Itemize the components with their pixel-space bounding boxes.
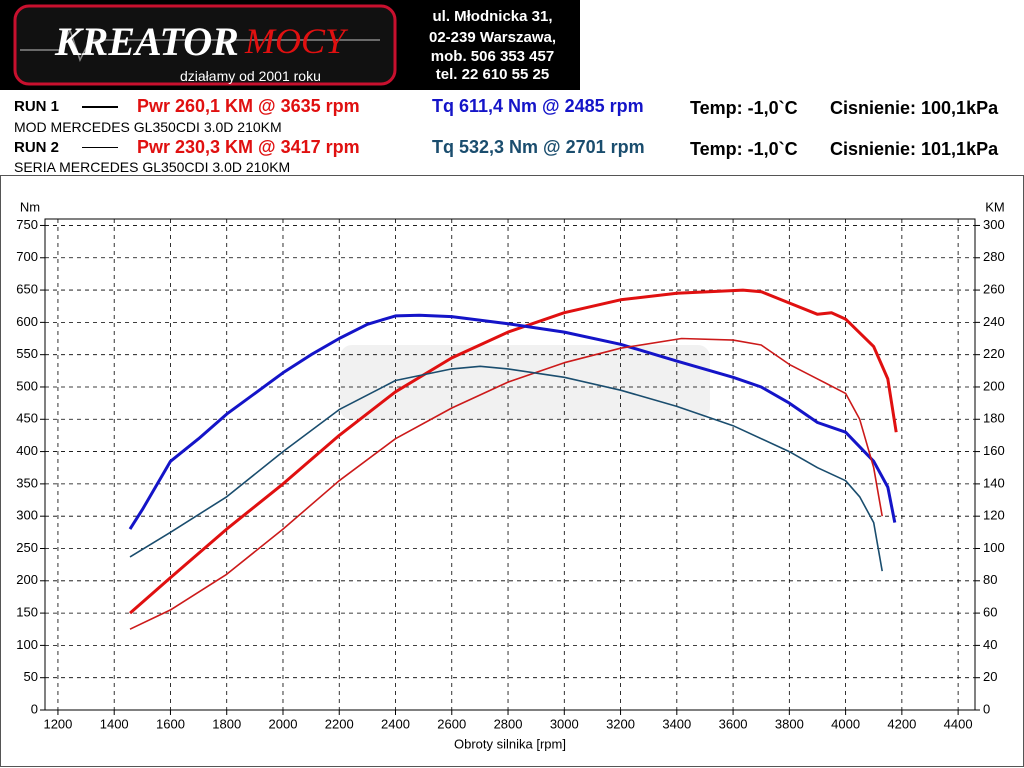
y2-tick-label: 0 bbox=[983, 701, 990, 716]
run-label: RUN 2 bbox=[14, 139, 60, 156]
y2-tick-label: 180 bbox=[983, 411, 1005, 426]
y-tick-label: 100 bbox=[16, 637, 38, 652]
address: tel. 22 610 55 25 bbox=[435, 66, 550, 83]
logo-frame bbox=[13, 4, 397, 86]
x-tick-label: 2200 bbox=[325, 716, 354, 731]
y2-tick-label: 140 bbox=[983, 475, 1005, 490]
x-tick-label: 2000 bbox=[269, 716, 298, 731]
y2-tick-label: 280 bbox=[983, 249, 1005, 264]
run-vehicle: MOD MERCEDES GL350CDI 3.0D 210KM bbox=[14, 119, 282, 135]
y-tick-label: 400 bbox=[16, 443, 38, 458]
x-tick-label: 3400 bbox=[662, 716, 691, 731]
y-tick-label: 450 bbox=[16, 411, 38, 426]
y2-tick-label: 120 bbox=[983, 508, 1005, 523]
y2-tick-label: 20 bbox=[983, 669, 997, 684]
y-tick-label: 600 bbox=[16, 314, 38, 329]
address: 02-239 Warszawa, bbox=[428, 29, 557, 46]
x-tick-label: 3800 bbox=[775, 716, 804, 731]
x-tick-label: 1400 bbox=[100, 716, 129, 731]
y-tick-label: 250 bbox=[16, 540, 38, 555]
x-tick-label: 2400 bbox=[381, 716, 410, 731]
y-axis-title: Nm bbox=[20, 199, 40, 214]
y-tick-label: 0 bbox=[31, 701, 38, 716]
run-torque: Tq 611,4 Nm @ 2485 rpm bbox=[432, 96, 644, 116]
logo-wave bbox=[20, 28, 380, 62]
x-tick-label: 2600 bbox=[437, 716, 466, 731]
y-tick-label: 350 bbox=[16, 475, 38, 490]
y2-tick-label: 100 bbox=[983, 540, 1005, 555]
y-tick-label: 150 bbox=[16, 605, 38, 620]
x-tick-label: 3000 bbox=[550, 716, 579, 731]
y2-tick-label: 80 bbox=[983, 572, 997, 587]
y2-tick-label: 40 bbox=[983, 637, 997, 652]
slogan: działamy od 2001 roku bbox=[180, 68, 321, 84]
run-pressure: Cisnienie: 101,1kPa bbox=[830, 139, 999, 159]
run-torque: Tq 532,3 Nm @ 2701 rpm bbox=[432, 137, 645, 157]
address: mob. 506 353 457 bbox=[430, 48, 555, 65]
x-axis-title: Obroty silnika [rpm] bbox=[454, 736, 566, 751]
series-line bbox=[129, 365, 883, 572]
watermark bbox=[340, 345, 710, 420]
y2-tick-label: 300 bbox=[983, 217, 1005, 232]
y-tick-label: 650 bbox=[16, 282, 38, 297]
series-line bbox=[128, 313, 897, 530]
x-tick-label: 1600 bbox=[156, 716, 185, 731]
y-tick-label: 700 bbox=[16, 249, 38, 264]
y2-axis-title: KM bbox=[985, 199, 1005, 214]
logo bbox=[13, 4, 397, 86]
y2-tick-label: 160 bbox=[983, 443, 1005, 458]
run-temp: Temp: -1,0`C bbox=[690, 98, 798, 118]
series-line bbox=[129, 337, 883, 630]
run-power: Pwr 260,1 KM @ 3635 rpm bbox=[137, 96, 360, 116]
y-tick-label: 50 bbox=[24, 669, 38, 684]
y2-tick-label: 240 bbox=[983, 314, 1005, 329]
run-vehicle: SERIA MERCEDES GL350CDI 3.0D 210KM bbox=[14, 159, 291, 175]
run-pressure: Cisnienie: 100,1kPa bbox=[830, 98, 999, 118]
run-label: RUN 1 bbox=[14, 98, 60, 115]
run-temp: Temp: -1,0`C bbox=[690, 139, 798, 159]
address: ul. Młodnicka 31, bbox=[432, 8, 553, 25]
y-tick-label: 500 bbox=[16, 378, 38, 393]
x-tick-label: 4200 bbox=[887, 716, 916, 731]
x-tick-label: 1200 bbox=[43, 716, 72, 731]
y-tick-label: 550 bbox=[16, 346, 38, 361]
run-line bbox=[82, 106, 118, 108]
x-tick-label: 3200 bbox=[606, 716, 635, 731]
chart: Nm KM Obroty silnika [rpm] 1200 1400 1600 1… bbox=[0, 175, 1024, 767]
run-power: Pwr 230,3 KM @ 3417 rpm bbox=[137, 137, 360, 157]
logo-left: KREATOR bbox=[55, 19, 239, 64]
x-tick-label: 4000 bbox=[831, 716, 860, 731]
y-tick-label: 750 bbox=[16, 217, 38, 232]
logo-right: MOCY bbox=[245, 21, 346, 61]
run-line bbox=[82, 147, 118, 148]
y2-tick-label: 260 bbox=[983, 282, 1005, 297]
y2-tick-label: 200 bbox=[983, 378, 1005, 393]
plot-area bbox=[44, 218, 976, 711]
x-tick-label: 4400 bbox=[944, 716, 973, 731]
y2-tick-label: 60 bbox=[983, 605, 997, 620]
x-tick-label: 2800 bbox=[494, 716, 523, 731]
series-line bbox=[129, 288, 898, 615]
y2-tick-label: 220 bbox=[983, 346, 1005, 361]
x-tick-label: 1800 bbox=[212, 716, 241, 731]
x-tick-label: 3600 bbox=[719, 716, 748, 731]
y-tick-label: 200 bbox=[16, 572, 38, 587]
y-tick-label: 300 bbox=[16, 508, 38, 523]
